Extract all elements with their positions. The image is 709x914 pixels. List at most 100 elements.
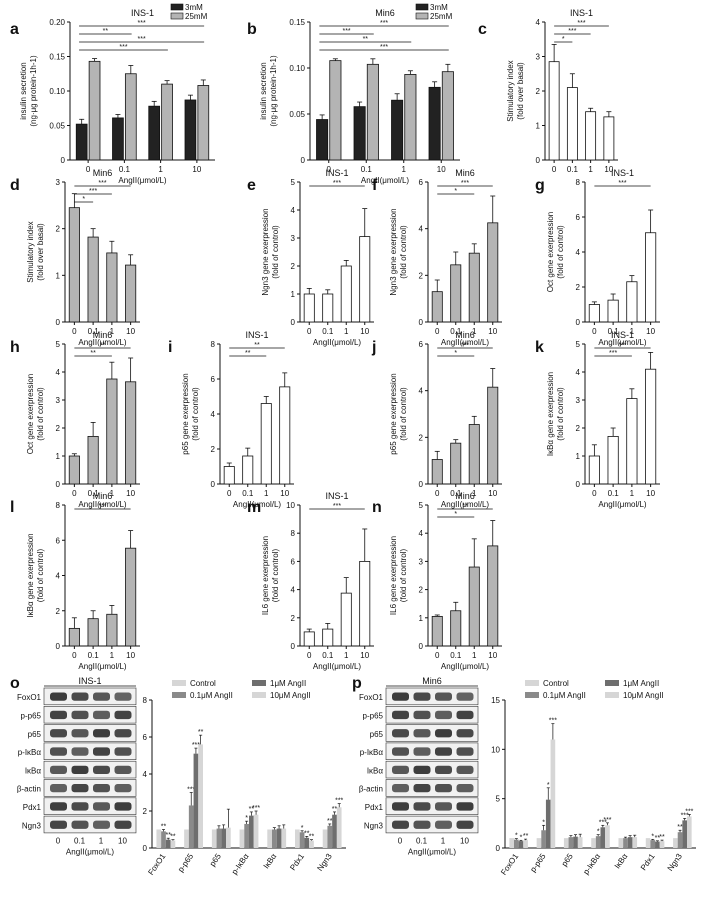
bar xyxy=(450,442,462,485)
y-tick-label: 2 xyxy=(291,262,296,271)
bar xyxy=(655,841,660,848)
y-tick-label: 0.15 xyxy=(49,53,65,62)
significance-stars: ** xyxy=(245,350,251,357)
legend-swatch xyxy=(605,692,619,698)
bar xyxy=(156,829,162,848)
blot-band xyxy=(456,747,474,756)
blot-band xyxy=(93,820,110,829)
bar xyxy=(468,566,480,647)
x-tick-label: 10 xyxy=(488,327,497,336)
y-axis-label: (fold of control) xyxy=(399,387,408,441)
bar xyxy=(239,829,245,848)
y-axis-label: (fold over basal) xyxy=(36,223,45,281)
y-tick-label: 0 xyxy=(61,156,66,165)
chart-title: Min6 xyxy=(93,330,113,340)
bar xyxy=(568,837,574,848)
significance-stars: ** xyxy=(254,342,260,349)
y-tick-label: 6 xyxy=(211,375,216,384)
legend-swatch xyxy=(172,680,186,686)
blot-band xyxy=(71,820,89,829)
bar xyxy=(541,830,546,848)
bar xyxy=(125,264,137,323)
blot-row-label: p-p65 xyxy=(21,711,42,720)
x-tick-label: p-IκBα xyxy=(230,852,251,877)
bar xyxy=(242,455,254,485)
x-tick-label: 1 xyxy=(472,489,477,498)
significance-stars: *** xyxy=(549,718,557,725)
legend-label: 10μM AngII xyxy=(623,691,664,700)
blot-band xyxy=(456,802,474,811)
bar xyxy=(487,222,499,323)
bar xyxy=(645,232,657,323)
x-tick-label: 10 xyxy=(360,651,369,660)
bar xyxy=(632,837,638,848)
panel-j: j Min6 0 2 4 6 p65 gene exerpression (fold of c… xyxy=(371,330,502,509)
y-tick-label: 4 xyxy=(291,206,296,215)
blot-strip xyxy=(385,815,479,834)
x-tick-label: 0 xyxy=(86,165,91,174)
legend-label: 0.1μM AngII xyxy=(543,691,586,700)
panel-h: h Min6 0 1 2 3 4 5 Oct gene exerpression (fold of… xyxy=(10,330,140,509)
blot-row-label: IκBα xyxy=(25,766,42,775)
x-tick-label: 0 xyxy=(435,651,440,660)
blot-row-label: p-IκBα xyxy=(18,748,42,757)
blot-row-label: IκBα xyxy=(367,766,384,775)
blot-title: INS-1 xyxy=(78,676,101,686)
y-axis-label: (fold of control) xyxy=(556,387,565,441)
panel-letter: j xyxy=(371,339,376,356)
bar xyxy=(249,815,254,848)
x-tick-label: 0 xyxy=(307,651,312,660)
bar xyxy=(303,631,315,647)
blot-strip xyxy=(43,687,137,706)
panel-letter: i xyxy=(168,339,172,356)
y-axis-label: Oct gene exerpression xyxy=(26,374,35,455)
x-tick-label: 10 xyxy=(192,165,201,174)
x-axis-label: AngII(μmol/L) xyxy=(78,500,127,509)
bar xyxy=(276,828,282,848)
y-tick-label: 10 xyxy=(286,501,295,510)
bar xyxy=(106,613,118,647)
y-tick-label: 0 xyxy=(419,318,424,327)
x-axis-label: AngII(μmol/L) xyxy=(441,338,490,347)
y-tick-label: 10 xyxy=(491,745,500,754)
x-axis-label: AngII(μmol/L) xyxy=(313,338,362,347)
significance-stars: ** xyxy=(304,830,310,837)
x-tick-label: 0.1 xyxy=(119,165,131,174)
y-tick-label: 0 xyxy=(291,318,296,327)
x-tick-label: 10 xyxy=(126,327,135,336)
y-axis-label: (ng·μg protein-1h-1) xyxy=(29,55,38,127)
bar xyxy=(88,60,101,161)
panel-l: l Min6 0 2 4 6 8 IκBα gene exerpression (fold of… xyxy=(10,491,140,671)
bar xyxy=(673,838,678,848)
x-tick-label: 1 xyxy=(344,651,349,660)
significance-stars: ** xyxy=(332,806,338,813)
bar xyxy=(600,827,606,848)
blot-row-label: β-actin xyxy=(359,785,383,794)
blot-dose-label: 0.1 xyxy=(74,836,86,845)
y-tick-label: 0.05 xyxy=(49,122,65,131)
significance-stars: * xyxy=(542,819,545,826)
blot-band xyxy=(114,692,132,701)
x-tick-label: 0.1 xyxy=(322,327,334,336)
chart-title: Min6 xyxy=(375,8,395,18)
bar xyxy=(225,827,231,848)
bar xyxy=(112,117,124,161)
bar xyxy=(340,265,352,323)
significance-stars: *** xyxy=(681,812,689,819)
significance-stars: *** xyxy=(609,350,617,357)
y-tick-label: 1 xyxy=(419,614,424,623)
blot-strip xyxy=(43,760,137,779)
significance-stars: ** xyxy=(198,729,204,736)
bar xyxy=(591,838,596,848)
significance-stars: *** xyxy=(461,342,469,349)
y-axis-label: p65 gene exerpression xyxy=(181,373,190,454)
significance-stars: *** xyxy=(98,180,106,187)
y-tick-label: 1 xyxy=(576,452,581,461)
x-tick-label: 0.1 xyxy=(88,327,100,336)
blot-band xyxy=(456,784,474,793)
y-tick-label: 0.05 xyxy=(289,110,305,119)
blot-band xyxy=(435,765,452,774)
significance-stars: *** xyxy=(577,20,585,27)
x-tick-label: IκBα xyxy=(613,852,630,871)
y-tick-label: 0 xyxy=(576,480,581,489)
